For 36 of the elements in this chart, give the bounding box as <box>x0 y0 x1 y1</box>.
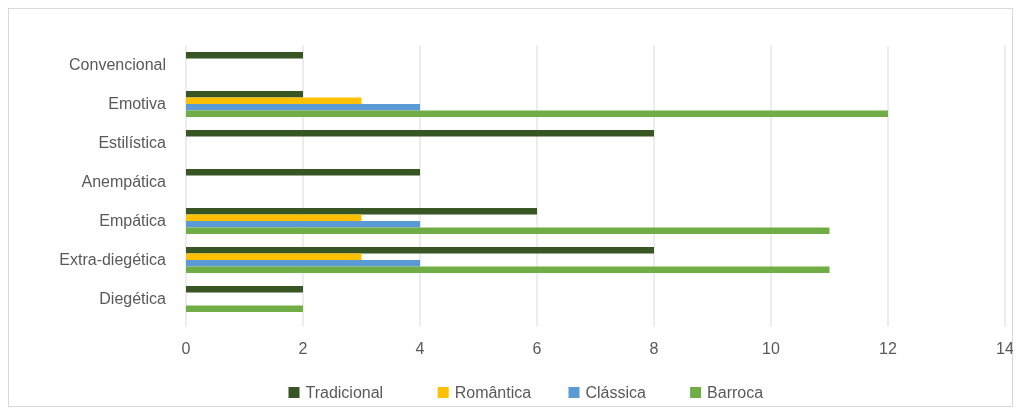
legend-label: Tradicional <box>305 384 384 401</box>
bar <box>186 214 362 221</box>
x-tick-label: 10 <box>762 340 780 357</box>
bar <box>186 260 420 267</box>
legend-label: Clássica <box>585 384 647 401</box>
bar <box>186 110 888 117</box>
bar <box>186 91 303 98</box>
x-tick-label: 14 <box>996 340 1014 357</box>
y-tick-label: Empática <box>99 212 167 229</box>
bar <box>186 97 362 104</box>
bar <box>186 208 537 215</box>
bar <box>186 247 654 254</box>
x-tick-label: 12 <box>879 340 897 357</box>
bar <box>186 169 420 176</box>
y-tick-label: Anempática <box>81 173 167 190</box>
bar <box>186 266 830 273</box>
y-tick-label: Emotiva <box>108 95 167 112</box>
bar <box>186 52 303 59</box>
y-tick-label: Convencional <box>69 56 166 73</box>
bar <box>186 227 830 234</box>
legend-label: Romântica <box>454 384 532 401</box>
y-tick-label: Extra-diegética <box>59 251 167 268</box>
bar <box>186 286 303 293</box>
y-tick-label: Estilística <box>98 134 167 151</box>
bar <box>186 130 654 137</box>
bar <box>186 253 362 260</box>
bar <box>186 305 303 312</box>
x-tick-label: 6 <box>532 340 542 357</box>
x-tick-label: 2 <box>298 340 308 357</box>
bar <box>186 221 420 228</box>
y-tick-label: Diegética <box>99 290 167 307</box>
bar <box>186 104 420 111</box>
x-tick-label: 8 <box>649 340 659 357</box>
x-tick-label: 0 <box>181 340 191 357</box>
x-tick-label: 4 <box>415 340 425 357</box>
legend-label: Barroca <box>707 384 764 401</box>
